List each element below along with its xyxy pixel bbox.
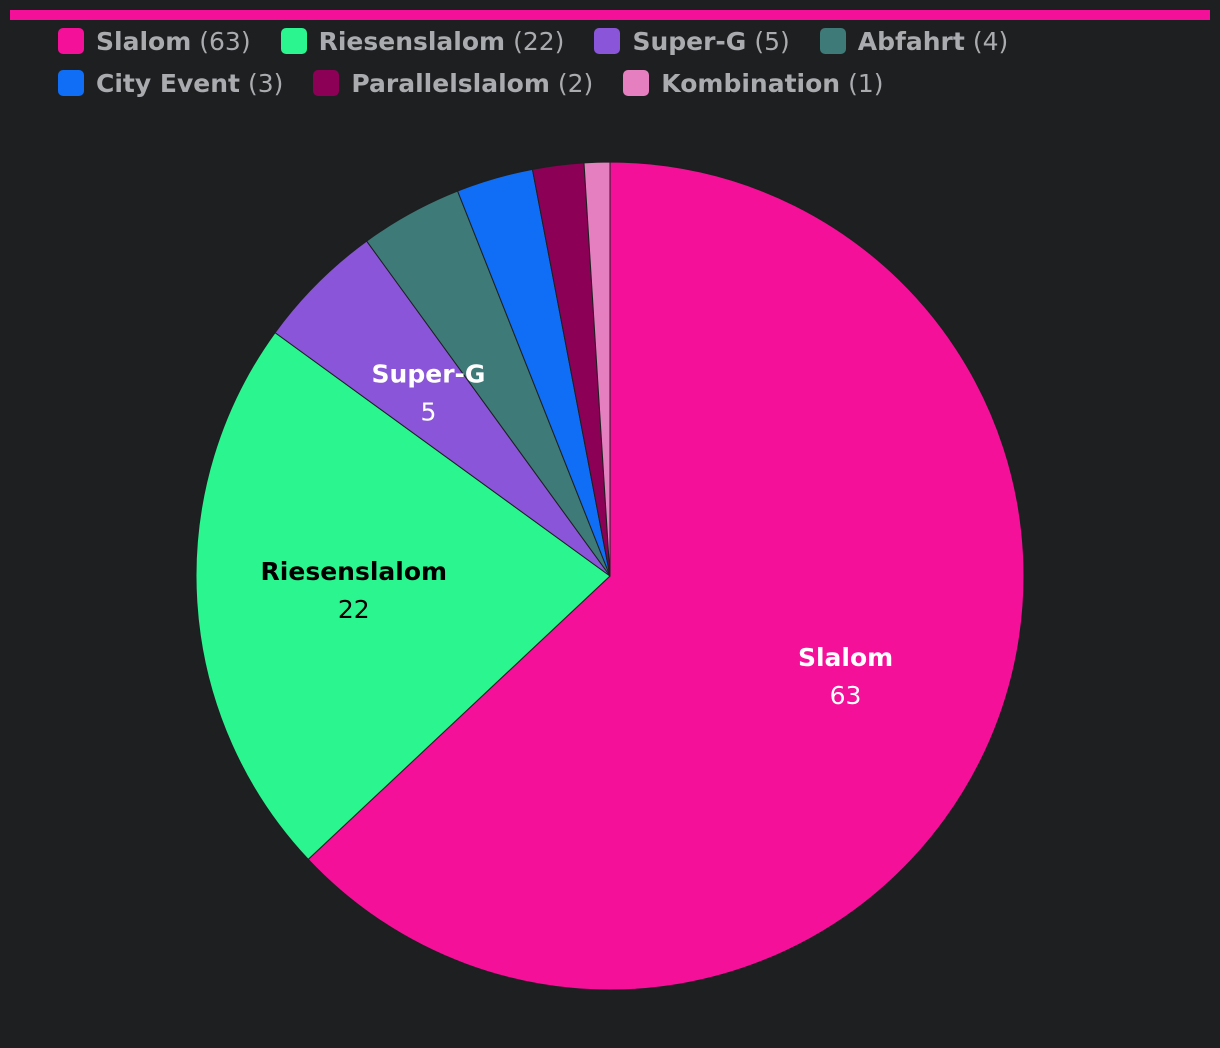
- legend-swatch: [594, 28, 621, 54]
- legend-swatch: [623, 70, 650, 96]
- slice-value: 22: [338, 595, 370, 624]
- legend-item: Riesenslalom (22): [280, 24, 565, 58]
- legend-label: Parallelslalom: [351, 68, 550, 98]
- accent-bar: [10, 10, 1210, 20]
- pie-slice: [195, 331, 611, 861]
- slice-label: Slalom: [798, 643, 893, 672]
- slice-label: Super-G: [372, 359, 486, 388]
- slice-label: Riesenslalom: [261, 557, 448, 586]
- legend: Slalom (63) Riesenslalom (22) Super-G (5) Abfa…: [58, 24, 1018, 100]
- legend-value: (63): [199, 26, 251, 56]
- legend-value: (3): [247, 68, 284, 98]
- legend-value: (22): [513, 26, 565, 56]
- legend-item: Slalom (63): [58, 24, 251, 58]
- legend-label: Slalom: [96, 26, 192, 56]
- slice-value: 63: [830, 681, 862, 710]
- legend-item: Abfahrt (4): [819, 24, 1009, 58]
- legend-swatch: [819, 28, 846, 54]
- legend-label: Kombination: [661, 68, 841, 98]
- legend-value: (1): [848, 68, 884, 98]
- legend-value: (2): [557, 68, 594, 98]
- legend-label: City Event: [96, 68, 240, 98]
- legend-swatch: [280, 28, 307, 54]
- pie-slice: [583, 161, 611, 577]
- legend-label: Riesenslalom: [318, 26, 506, 56]
- legend-label: Abfahrt: [857, 26, 965, 56]
- legend-item: Kombination (1): [623, 66, 884, 100]
- legend-swatch: [313, 70, 340, 96]
- slice-value: 5: [421, 397, 437, 426]
- legend-item: Parallelslalom (2): [313, 66, 593, 100]
- legend-item: Super-G (5): [594, 24, 790, 58]
- legend-swatch: [58, 70, 84, 96]
- pie-slice: [307, 161, 1025, 991]
- legend-value: (4): [972, 26, 1009, 56]
- legend-value: (5): [754, 26, 790, 56]
- legend-item: City Event (3): [58, 66, 283, 100]
- legend-label: Super-G: [632, 26, 747, 56]
- legend-swatch: [58, 28, 84, 54]
